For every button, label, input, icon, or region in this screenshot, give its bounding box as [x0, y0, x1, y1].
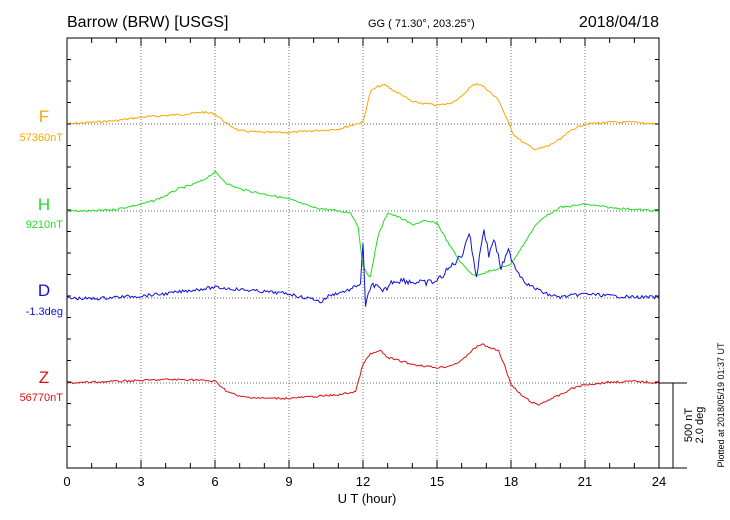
series-name-d: D — [38, 281, 50, 300]
plotted-note: Plotted at 2018/05/19 01:37 UT — [716, 342, 726, 468]
x-tick-label: 0 — [63, 474, 70, 489]
series-name-z: Z — [39, 368, 49, 387]
scale-deg-label: 2.0 deg — [694, 407, 706, 444]
series-baseline-d: -1.3deg — [26, 306, 63, 318]
series-line-z — [66, 343, 660, 406]
series-baseline-f: 57360nT — [20, 132, 64, 144]
chart-title: Barrow (BRW) [USGS] — [67, 14, 229, 31]
x-tick-label: 3 — [137, 474, 144, 489]
series-line-d — [66, 229, 660, 307]
chart-date: 2018/04/18 — [579, 14, 659, 31]
x-tick-label: 9 — [285, 474, 292, 489]
x-tick-label: 24 — [652, 474, 666, 489]
series-labels: F 57360nT H 9210nT D -1.3deg Z 56770nT — [20, 107, 64, 404]
series-name-f: F — [39, 107, 49, 126]
series-line-f — [67, 82, 660, 151]
x-tick-label: 12 — [356, 474, 370, 489]
series-lines — [66, 82, 660, 406]
x-tick-label: 18 — [504, 474, 518, 489]
x-axis-ticks: 0 3 6 9 12 15 18 21 24 — [63, 37, 666, 489]
series-baseline-h: 9210nT — [26, 219, 64, 231]
x-tick-label: 6 — [211, 474, 218, 489]
x-tick-label: 15 — [430, 474, 444, 489]
series-name-h: H — [38, 195, 50, 214]
x-tick-label: 21 — [578, 474, 592, 489]
x-axis-label: U T (hour) — [338, 491, 397, 506]
scale-bar: 500 nT 2.0 deg — [659, 382, 706, 469]
scale-nt-label: 500 nT — [683, 408, 695, 443]
station-coords: GG ( 71.30°, 203.25°) — [368, 18, 475, 30]
series-baseline-z: 56770nT — [20, 392, 64, 404]
